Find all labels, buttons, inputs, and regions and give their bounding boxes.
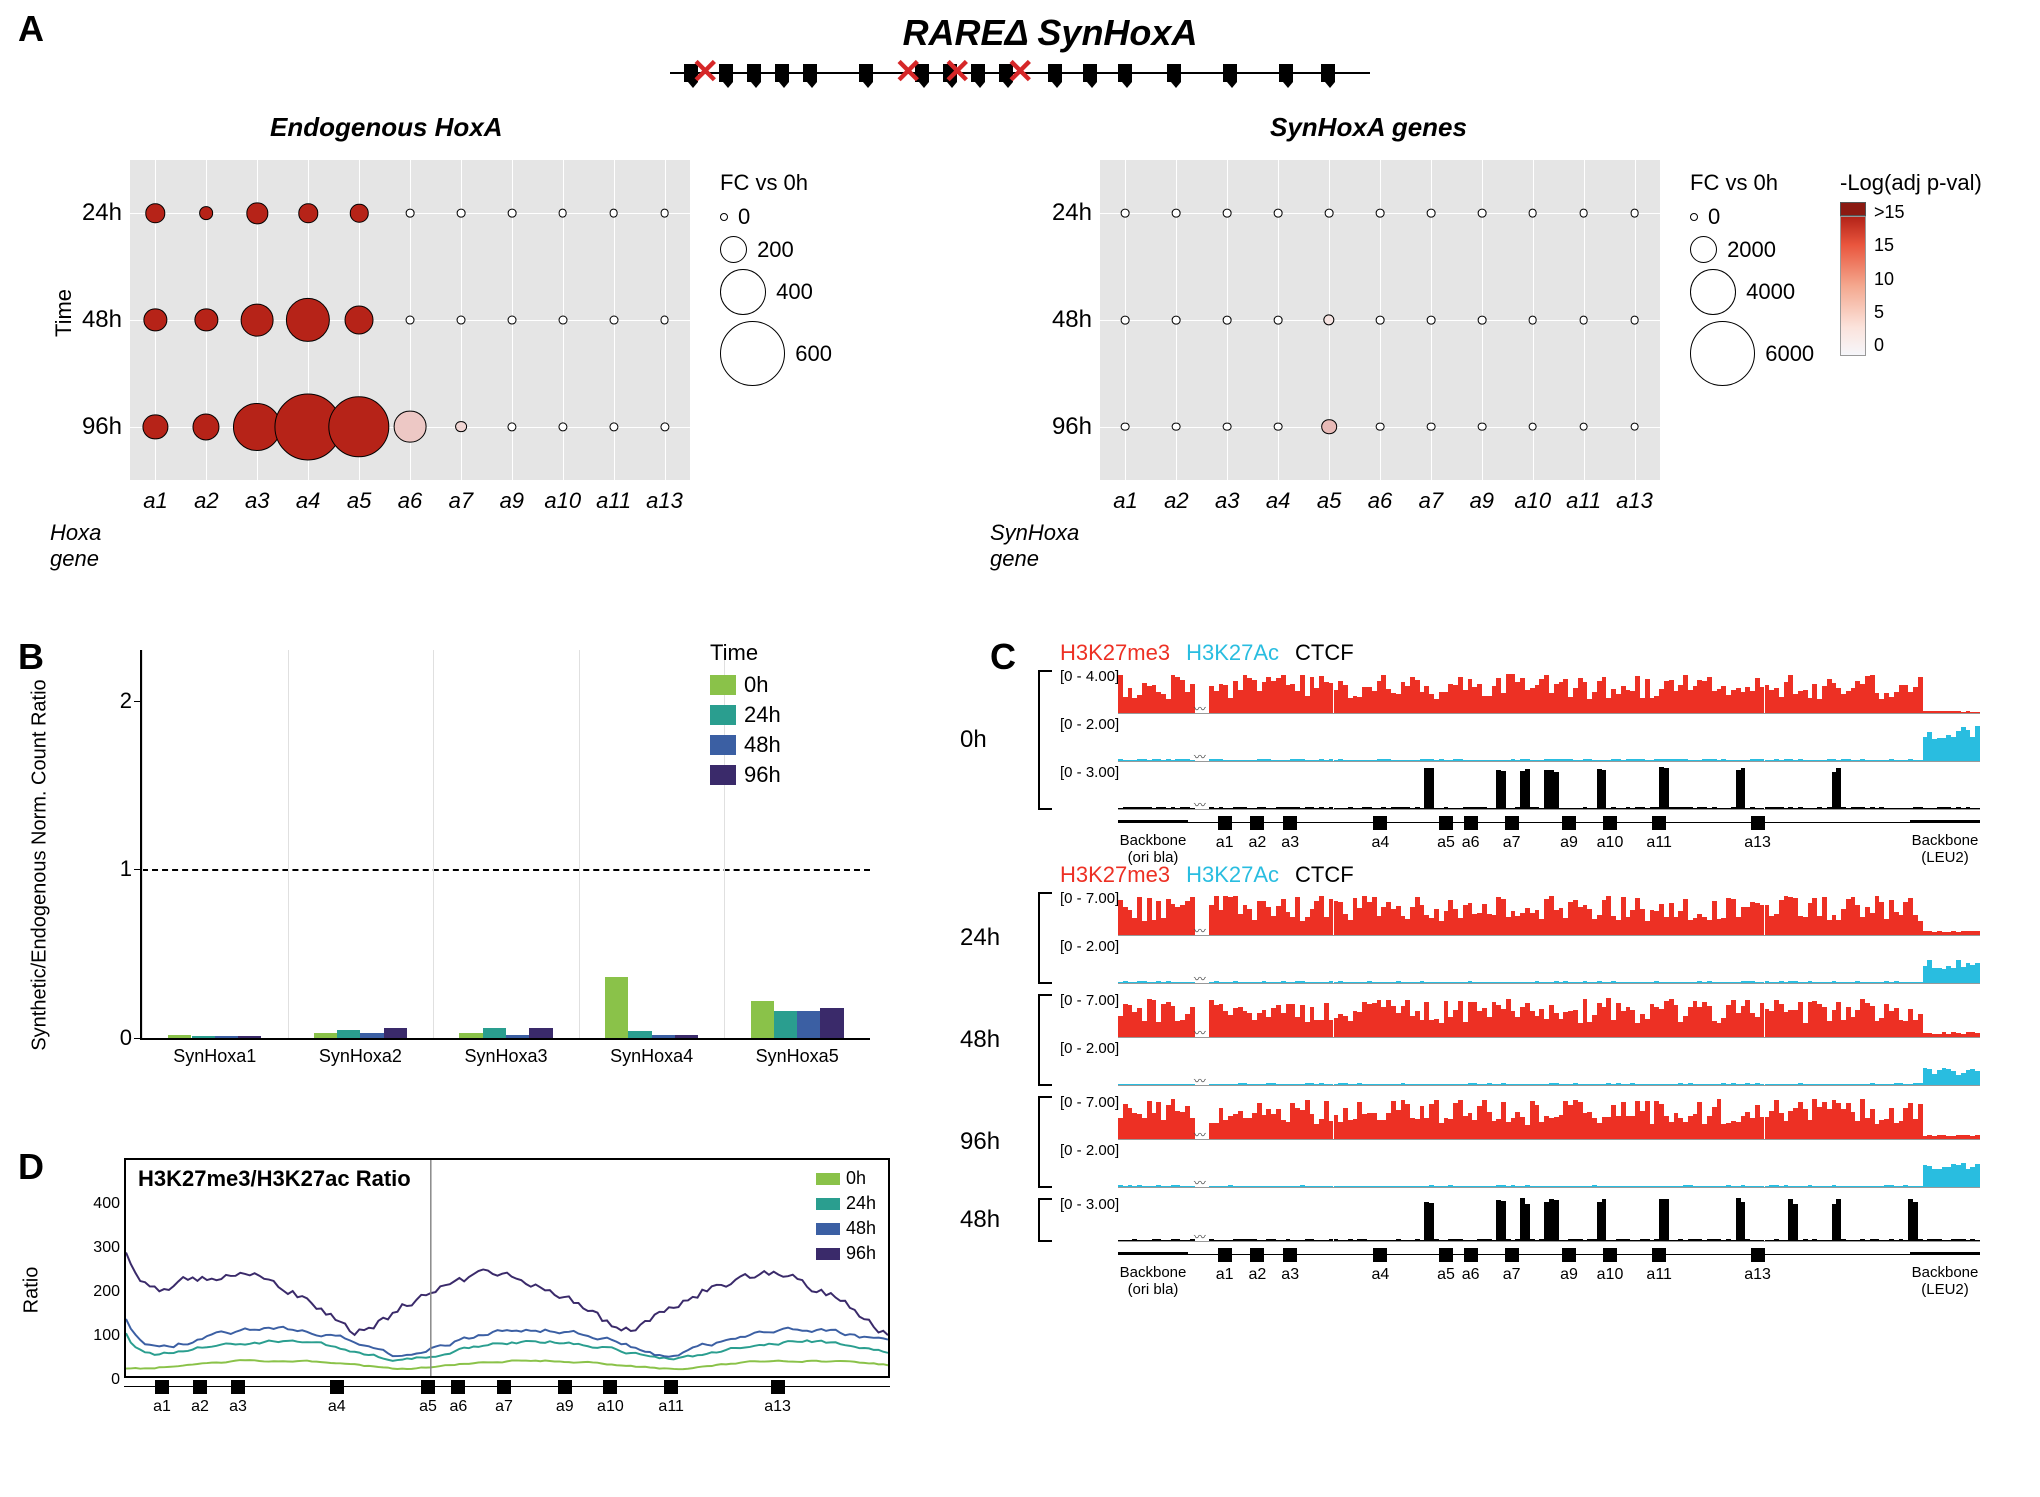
gene-diagram: ✕✕✕✕ bbox=[670, 54, 1370, 94]
panel-letter-c: C bbox=[990, 636, 1016, 678]
panel-c-tracks: H3K27me3H3K27AcCTCF0h[0 - 4.00]〰[0 - 2.0… bbox=[1020, 640, 1980, 1294]
right-x-title: SynHoxa gene bbox=[990, 520, 1090, 572]
panel-b-chart: Synthetic/Endogenous Norm. Count Ratio 0… bbox=[70, 640, 870, 1090]
fc-legend-right: FC vs 0h 0200040006000 bbox=[1690, 170, 1814, 392]
panel-d-ylabel: Ratio bbox=[21, 1267, 44, 1314]
panel-b-legend: Time 0h24h48h96h bbox=[710, 640, 781, 792]
panel-d-chart: H3K27me3/H3K27ac Ratio 0h24h48h96h 01002… bbox=[70, 1150, 890, 1430]
panel-letter-d: D bbox=[18, 1146, 44, 1188]
panel-letter-b: B bbox=[18, 636, 44, 678]
fc-legend-left: FC vs 0h 0200400600 bbox=[720, 170, 832, 392]
bubble-right-title: SynHoxA genes bbox=[1270, 112, 1467, 143]
panel-b-ytitle: Synthetic/Endogenous Norm. Count Ratio bbox=[29, 679, 52, 1050]
figure-title: RAREΔ SynHoxA bbox=[30, 12, 2040, 54]
pval-legend: -Log(adj p-val) >15151050 bbox=[1840, 170, 1982, 356]
bubble-left-title: Endogenous HoxA bbox=[270, 112, 503, 143]
bubble-left-plot: a1a2a3a4a5a6a7a9a10a11a1324h48h96h bbox=[130, 160, 690, 480]
bubble-y-title: Time bbox=[51, 289, 77, 337]
left-x-title: Hoxa gene bbox=[50, 520, 120, 572]
bubble-right-plot: a1a2a3a4a5a6a7a9a10a11a1324h48h96h bbox=[1100, 160, 1660, 480]
